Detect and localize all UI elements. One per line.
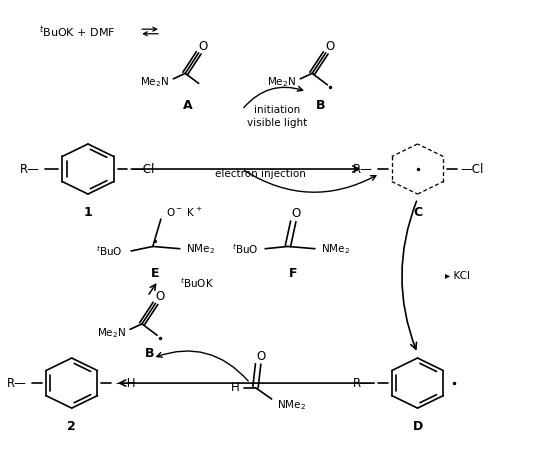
Text: $^{t}$BuO: $^{t}$BuO [96,244,123,258]
Text: NMe$_2$: NMe$_2$ [277,398,306,412]
Text: 1: 1 [84,206,92,219]
Text: ▸ KCl: ▸ KCl [444,271,470,281]
Text: H: H [230,381,239,394]
Text: B: B [145,347,155,360]
Text: C: C [413,206,422,219]
Text: $^{t}$BuO: $^{t}$BuO [232,242,258,255]
Text: Me$_2$N: Me$_2$N [97,326,126,340]
Text: —Cl: —Cl [131,163,155,176]
Text: NMe$_2$: NMe$_2$ [321,242,350,255]
Text: Me$_2$N: Me$_2$N [140,76,169,89]
Text: R—: R— [353,163,373,176]
Text: R—: R— [353,377,373,390]
Text: O: O [256,350,266,363]
Text: —Cl: —Cl [461,163,484,176]
Text: R—: R— [7,377,27,390]
Text: NMe$_2$: NMe$_2$ [186,242,215,255]
Text: B: B [316,99,325,112]
Text: O: O [326,40,334,53]
Text: D: D [412,420,422,433]
Text: —H: —H [115,377,135,390]
Text: Me$_2$N: Me$_2$N [267,76,296,89]
Text: R—: R— [19,163,39,176]
Text: O: O [155,290,164,303]
Text: O: O [292,207,301,220]
Text: $^{t}$BuOK: $^{t}$BuOK [180,276,214,290]
Text: 2: 2 [67,420,76,433]
Text: O: O [199,40,208,53]
Text: E: E [151,267,159,280]
Text: visible light: visible light [247,118,307,129]
Text: A: A [183,99,192,112]
Text: O$^-$ K$^+$: O$^-$ K$^+$ [166,206,203,219]
Text: electron injection: electron injection [216,169,306,178]
Text: initiation: initiation [254,105,300,115]
Text: $^{t}$BuOK + DMF: $^{t}$BuOK + DMF [39,24,116,40]
Text: F: F [289,267,298,280]
